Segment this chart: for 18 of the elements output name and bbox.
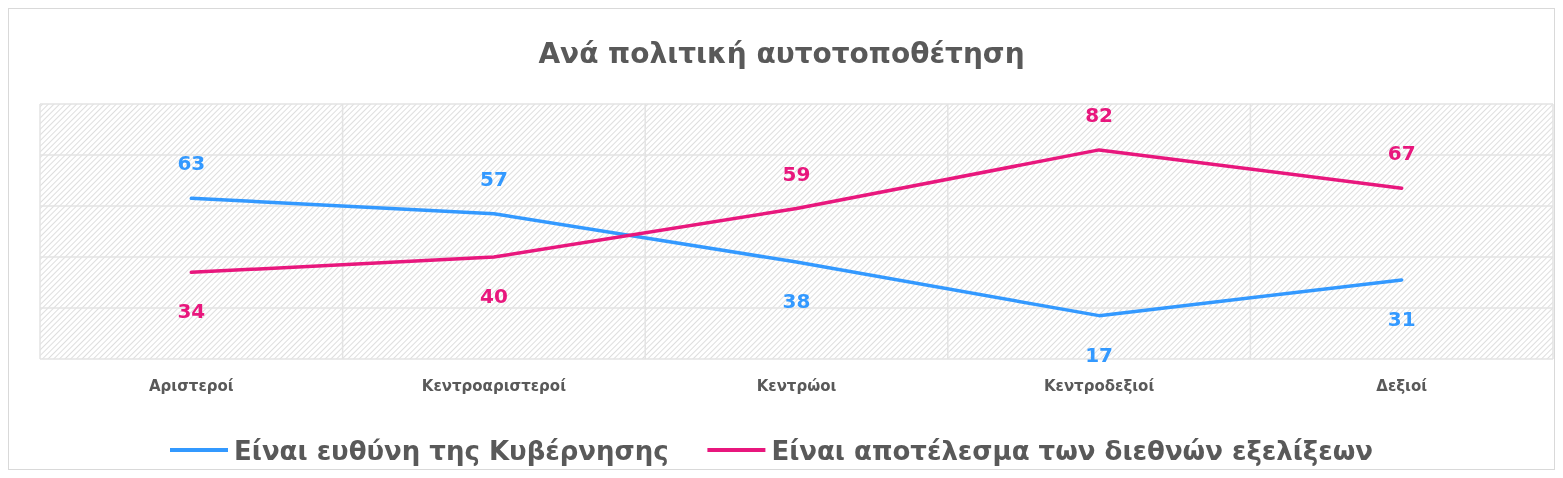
data-label: 67 <box>1387 141 1416 166</box>
x-tick-label: Κεντροδεξιοί <box>1043 377 1155 395</box>
data-label: 40 <box>479 284 508 308</box>
data-label: 31 <box>1387 306 1416 331</box>
legend-label: Είναι ευθύνη της Κυβέρνησης <box>234 436 669 466</box>
data-label: 59 <box>782 161 811 186</box>
legend-label: Είναι αποτέλεσμα των διεθνών εξελίξεων <box>771 436 1374 466</box>
data-label: 57 <box>479 166 508 191</box>
x-tick-label: Δεξιοί <box>1376 377 1428 395</box>
x-tick-label: Αριστεροί <box>148 377 234 395</box>
data-label: 82 <box>1085 102 1114 127</box>
data-label: 17 <box>1085 342 1114 367</box>
x-tick-label: Κεντρώοι <box>756 377 837 395</box>
x-tick-label: Κεντροαριστεροί <box>421 377 567 395</box>
data-label: 38 <box>782 289 811 314</box>
data-label: 34 <box>177 299 206 324</box>
chart-title: Ανά πολιτική αυτοτοποθέτηση <box>538 37 1025 70</box>
data-label: 63 <box>177 151 206 176</box>
